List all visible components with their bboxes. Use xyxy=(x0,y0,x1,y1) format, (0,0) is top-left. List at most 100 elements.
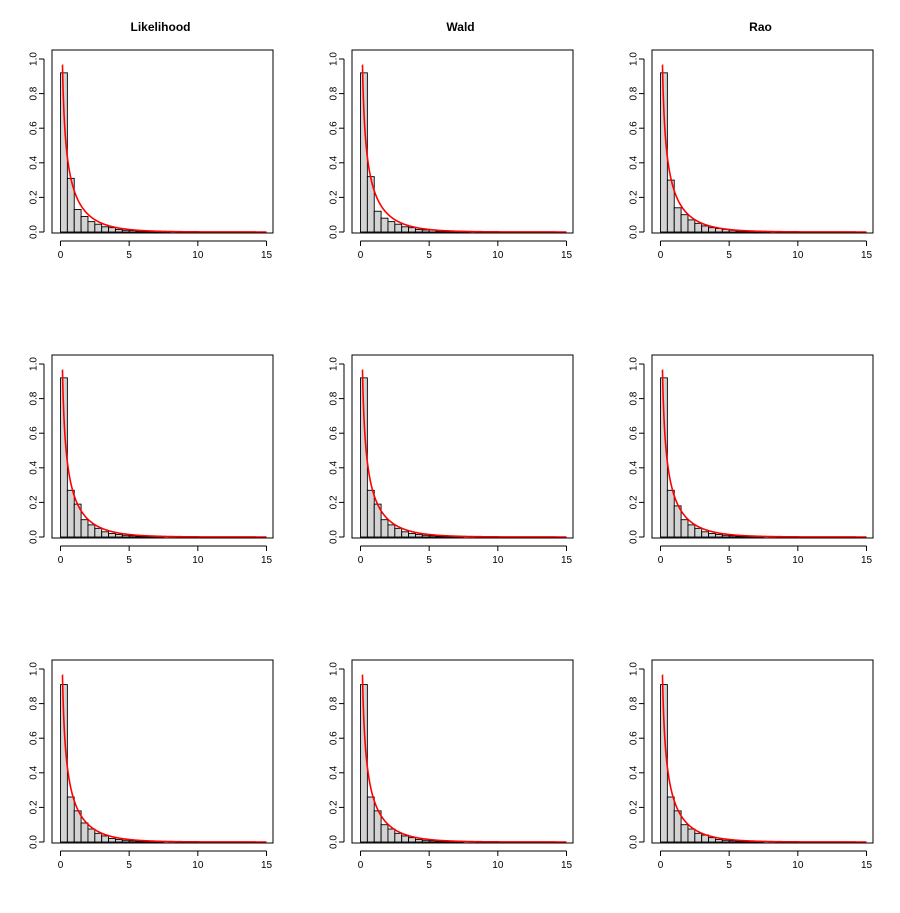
y-tick-label: 0.6 xyxy=(629,426,640,440)
histogram-bar xyxy=(101,531,110,538)
y-tick-label: 0.0 xyxy=(329,835,340,849)
y-tick-label: 0.2 xyxy=(329,495,340,509)
y-tick-label: 0.4 xyxy=(629,460,640,474)
histogram-bar xyxy=(87,828,96,843)
plot-frame xyxy=(51,659,274,844)
histogram-bars xyxy=(60,377,164,538)
panel-r1-c3: Rao 0 5 10 15 0.0 0.2 0.4 0.6 0.8 1.0 xyxy=(629,20,874,261)
histogram-bar xyxy=(714,533,723,538)
y-tick-label: 1.0 xyxy=(29,52,40,66)
histogram-bar xyxy=(414,533,423,538)
histogram-bar xyxy=(80,519,89,538)
histogram-bar xyxy=(128,535,137,538)
panel-title: Likelihood xyxy=(131,20,191,34)
x-axis: 0 5 10 15 xyxy=(658,240,872,261)
y-tick-label: 0.6 xyxy=(329,731,340,745)
histogram-bar xyxy=(121,534,130,538)
x-tick-label: 5 xyxy=(126,860,132,871)
histogram-bar xyxy=(387,221,396,233)
histogram-bar xyxy=(673,207,682,233)
x-tick-label: 15 xyxy=(261,555,273,566)
x-tick-label: 10 xyxy=(492,860,504,871)
histogram-bar xyxy=(114,838,123,843)
y-tick-label: 0.8 xyxy=(629,696,640,710)
y-tick-label: 0.4 xyxy=(329,155,340,169)
plot-frame xyxy=(651,354,874,539)
histogram-bar xyxy=(408,533,416,538)
x-tick-label: 5 xyxy=(426,250,432,261)
x-tick-label: 0 xyxy=(58,555,64,566)
histogram-bars xyxy=(660,684,764,843)
density-curve xyxy=(661,369,867,538)
histogram-bar xyxy=(421,839,430,843)
histogram-bar xyxy=(408,227,416,233)
y-tick-label: 0.0 xyxy=(329,530,340,544)
histogram-bar xyxy=(366,796,375,843)
y-tick-label: 1.0 xyxy=(629,662,640,676)
histogram-bar xyxy=(401,835,410,843)
y-tick-label: 0.4 xyxy=(29,460,40,474)
x-tick-label: 15 xyxy=(861,860,873,871)
histogram-bar xyxy=(694,222,703,233)
histogram-bar xyxy=(421,229,430,233)
histogram-bar xyxy=(708,227,716,233)
x-tick-label: 10 xyxy=(192,250,204,261)
histogram-bar xyxy=(73,209,82,233)
histogram-bar xyxy=(121,839,130,843)
y-tick-label: 0.8 xyxy=(29,696,40,710)
x-axis: 0 5 10 15 xyxy=(358,850,573,871)
x-tick-label: 0 xyxy=(658,860,664,871)
histogram-bar xyxy=(66,796,75,843)
histogram-bar xyxy=(666,489,675,538)
histogram-bar xyxy=(66,489,75,538)
histogram-bar xyxy=(366,489,375,538)
y-tick-label: 0.0 xyxy=(629,225,640,239)
histogram-bar xyxy=(701,225,710,233)
y-tick-label: 0.0 xyxy=(629,835,640,849)
panel-r3-c3: 0 5 10 15 0.0 0.2 0.4 0.6 0.8 1.0 xyxy=(629,659,874,871)
x-tick-label: 0 xyxy=(358,555,364,566)
histogram-bar xyxy=(87,524,96,538)
histogram-bar xyxy=(394,832,403,843)
histogram-bar xyxy=(380,824,389,843)
histogram-bar xyxy=(128,840,137,843)
x-tick-label: 5 xyxy=(726,860,732,871)
histogram-bar xyxy=(380,217,389,233)
x-tick-label: 5 xyxy=(726,250,732,261)
histogram-bar xyxy=(101,835,110,843)
histogram-bar xyxy=(94,223,103,233)
histogram-bar xyxy=(421,534,430,538)
y-tick-label: 0.6 xyxy=(29,731,40,745)
x-tick-label: 0 xyxy=(358,860,364,871)
y-axis: 0.0 0.2 0.4 0.6 0.8 1.0 xyxy=(629,662,645,849)
histogram-bar xyxy=(428,535,437,538)
histogram-bar xyxy=(114,228,123,233)
x-tick-label: 15 xyxy=(561,860,573,871)
panel-r2-c2: 0 5 10 15 0.0 0.2 0.4 0.6 0.8 1.0 xyxy=(329,354,574,566)
histogram-bar xyxy=(101,226,110,233)
panel-title: Rao xyxy=(749,20,772,34)
histogram-bar xyxy=(687,219,696,233)
plot-frame xyxy=(351,354,574,539)
density-curve xyxy=(661,674,867,843)
histogram-bar xyxy=(428,840,437,843)
histogram-bar xyxy=(687,524,696,538)
y-axis: 0.0 0.2 0.4 0.6 0.8 1.0 xyxy=(29,357,45,544)
plot-frame xyxy=(51,354,274,539)
x-axis: 0 5 10 15 xyxy=(358,240,572,261)
histogram-bars xyxy=(660,377,764,538)
histogram-bar xyxy=(380,519,389,538)
x-tick-label: 0 xyxy=(658,250,664,261)
y-tick-label: 1.0 xyxy=(29,357,40,371)
histogram-bars xyxy=(60,684,164,843)
x-axis: 0 5 10 15 xyxy=(358,545,572,566)
x-tick-label: 5 xyxy=(726,555,732,566)
histogram-bar xyxy=(694,527,703,538)
y-tick-label: 1.0 xyxy=(329,357,340,371)
y-tick-label: 1.0 xyxy=(329,52,340,66)
y-tick-label: 0.0 xyxy=(629,530,640,544)
histogram-bar xyxy=(394,527,403,538)
histogram-bar xyxy=(108,227,116,233)
histogram-bar xyxy=(680,214,689,233)
x-tick-label: 15 xyxy=(261,250,273,261)
